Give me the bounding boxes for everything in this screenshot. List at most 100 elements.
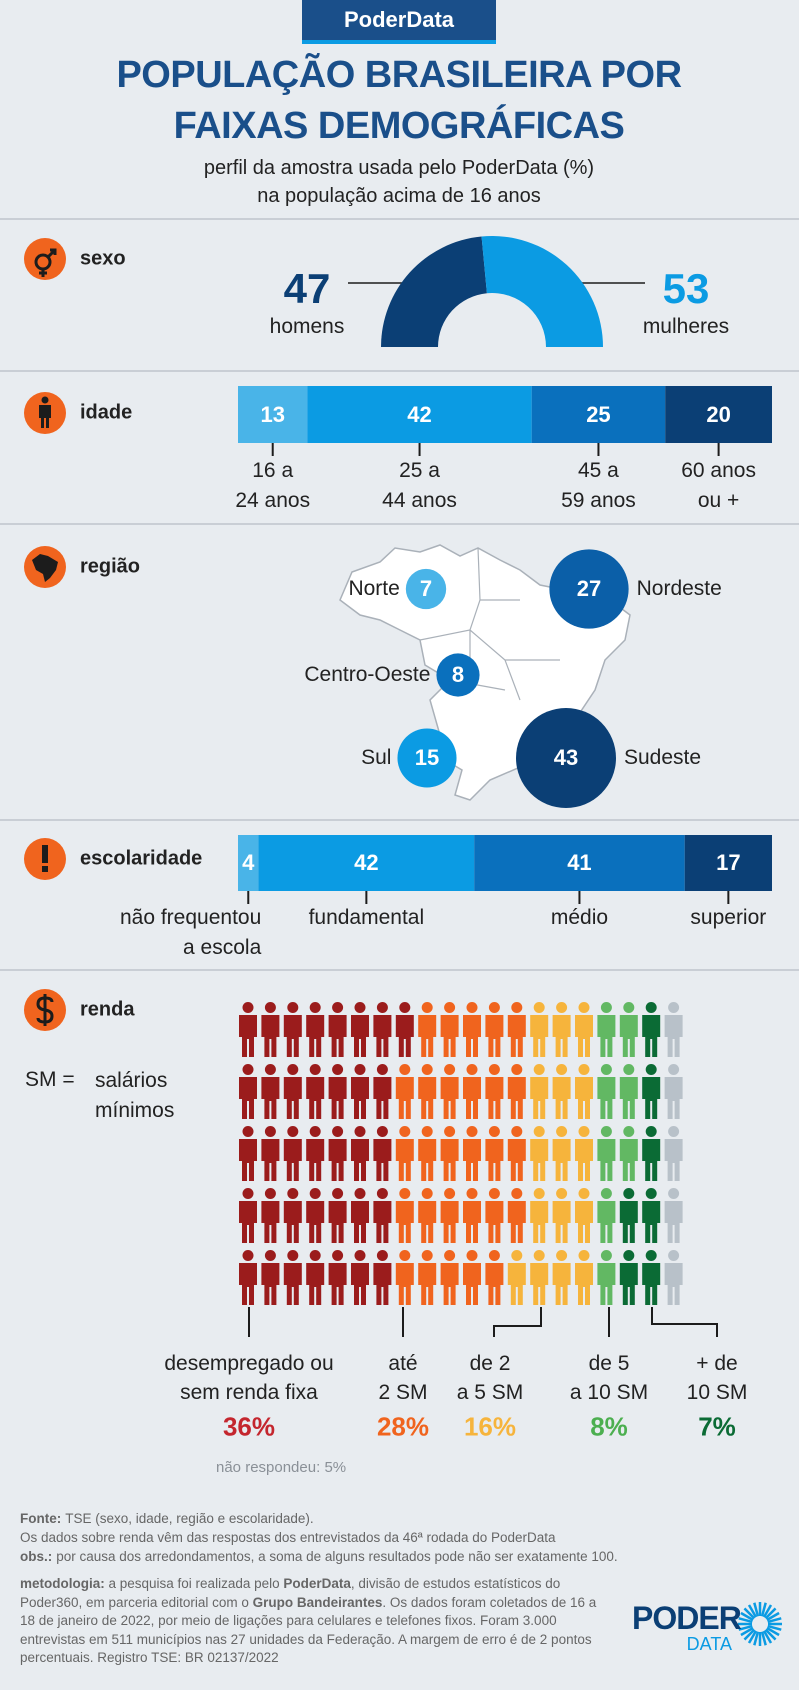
person-body [440,1263,459,1305]
methodology-text: PoderData [283,1576,351,1591]
person-icon [306,1002,325,1057]
icon-renda [24,989,66,1031]
person-body [373,1015,392,1057]
person-head [242,1064,254,1075]
person-head [354,1126,366,1137]
person-icon [507,1064,526,1119]
person-body [395,1077,414,1119]
person-head [421,1064,433,1075]
person-body [597,1077,616,1119]
person-icon [597,1064,616,1119]
value-label: 42 [407,401,432,427]
semicircle-segment [481,235,603,347]
person-body [351,1201,369,1243]
person-body [239,1139,257,1181]
person-head [444,1002,456,1013]
person-icon [239,1064,257,1119]
value-label: 20 [706,401,731,427]
person-icon [328,1064,347,1119]
bar-segment [474,835,685,891]
person-icon [597,1188,616,1243]
value-label: 4 [242,850,255,875]
note-text: por causa dos arredondamentos, a soma de… [56,1549,618,1564]
person-icon [351,1002,369,1057]
sun-ray [762,1630,773,1644]
person-head [444,1064,456,1075]
person-body [261,1201,280,1243]
note-text: salários mínimos [95,1069,175,1122]
logo-name: PODER [632,1600,742,1636]
person-body [261,1263,280,1305]
category-label: 16 a 24 anos [235,459,311,512]
person-icon [597,1002,616,1057]
person-head [668,1188,680,1199]
person-body [552,1015,571,1057]
person-body [619,1015,638,1057]
person-body [283,1201,302,1243]
person-head [533,1250,545,1261]
sun-ray [743,1628,756,1641]
person-body [463,1201,481,1243]
person-icon [597,1126,616,1181]
person-icon [395,1002,414,1057]
category-label: mulheres [642,315,730,338]
person-head [376,1188,388,1199]
person-head [533,1126,545,1137]
sun-ray [738,1617,753,1624]
person-body [351,1139,369,1181]
category-label: superior [690,906,767,929]
person-body [440,1015,459,1057]
person-body [619,1139,638,1181]
value-label: 43 [553,745,579,770]
person-body [373,1263,392,1305]
person-head [488,1250,500,1261]
person-icon [664,1250,683,1305]
person-body [328,1139,347,1181]
person-body [306,1015,325,1057]
section-title: escolaridade [80,847,203,870]
person-icon [642,1126,661,1181]
category-label: homens [269,315,345,338]
person-head [488,1064,500,1075]
person-head [399,1250,411,1261]
person-icon [351,1188,369,1243]
person-body [373,1139,392,1181]
category-label: Nordeste [636,577,722,600]
person-icon [239,1002,257,1057]
person-body [306,1139,325,1181]
person-head [264,1064,276,1075]
icon-escolaridade [24,838,66,880]
person-icon [575,1002,593,1057]
category-label: não frequentou a escola [119,906,262,959]
person-head [444,1250,456,1261]
brand-underline [302,40,496,44]
person-head [421,1188,433,1199]
person-head [466,1126,478,1137]
section-title: região [80,555,141,578]
person-icon [306,1250,325,1305]
person-head [488,1188,500,1199]
person-icon [351,1250,369,1305]
person-head [287,1126,299,1137]
person-icon [373,1126,392,1181]
person-icon [530,1188,549,1243]
bubble [397,728,457,788]
person-head [309,1188,321,1199]
person-body [283,1139,302,1181]
person-head [623,1064,635,1075]
person-head [309,1064,321,1075]
person-icon [373,1188,392,1243]
bar-segment [258,835,475,891]
person-icon [395,1188,414,1243]
sun-ray [740,1626,754,1637]
person-body [575,1201,593,1243]
brand: PoderData [343,7,455,32]
bar-segment [238,835,259,891]
brackets [248,1307,718,1337]
person-icon [283,1188,302,1243]
person-icon [664,1126,683,1181]
person-body [328,1201,347,1243]
sun-ray [753,1602,760,1617]
person-icon [575,1126,593,1181]
person-head [511,1002,523,1013]
